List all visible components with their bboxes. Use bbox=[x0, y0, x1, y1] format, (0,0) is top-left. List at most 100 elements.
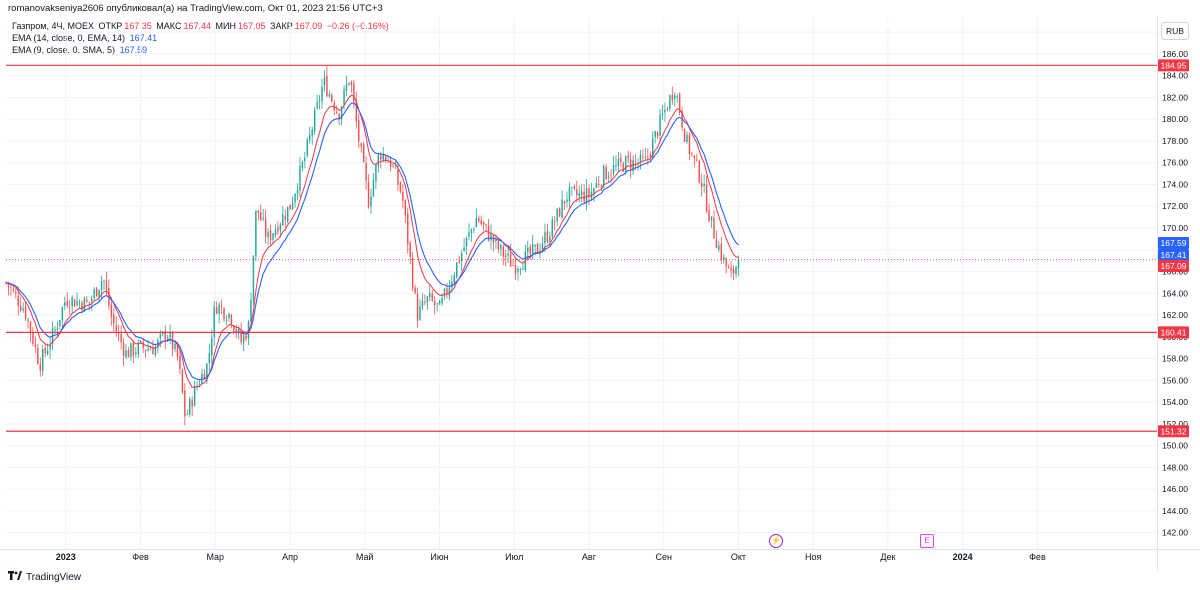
candle-body bbox=[468, 232, 470, 237]
candle-body bbox=[59, 319, 61, 327]
candle-body bbox=[257, 210, 260, 213]
high-value: 167.44 bbox=[183, 21, 211, 31]
candle-body bbox=[411, 257, 414, 288]
candle-body bbox=[211, 337, 213, 356]
candle-body bbox=[316, 102, 318, 108]
candle-body bbox=[360, 143, 362, 147]
candle-body bbox=[340, 106, 343, 120]
publisher-caption: romanovakseniya2606 опубликовал(а) на Tr… bbox=[8, 3, 383, 14]
candle-body bbox=[355, 100, 358, 122]
candle-body bbox=[264, 218, 267, 237]
y-tick-label: 180.00 bbox=[1162, 114, 1188, 124]
candle-body bbox=[495, 238, 497, 242]
candle-body bbox=[436, 303, 438, 305]
x-tick-label: Дек bbox=[880, 552, 895, 562]
candle-body bbox=[544, 232, 546, 243]
candle-body bbox=[384, 155, 387, 162]
candle-body bbox=[353, 83, 355, 102]
currency-button[interactable]: RUB bbox=[1161, 22, 1189, 40]
candle-body bbox=[91, 298, 93, 302]
price-badge-label: 167.09 bbox=[1161, 261, 1187, 271]
candle-body bbox=[424, 302, 426, 304]
candle-body bbox=[414, 287, 416, 293]
candle-body bbox=[558, 208, 561, 217]
candle-body bbox=[169, 332, 171, 338]
candle-body bbox=[313, 109, 316, 132]
candle-body bbox=[585, 188, 588, 204]
candle-body bbox=[83, 298, 86, 312]
candle-body bbox=[233, 325, 235, 331]
ema14-value: 167.41 bbox=[129, 33, 158, 43]
candle-body bbox=[122, 342, 125, 357]
candle-body bbox=[174, 343, 176, 350]
level-badge-label: 151.32 bbox=[1161, 426, 1187, 436]
ema14-legend[interactable]: EMA (14, close, 0, EMA, 14) 167.41 bbox=[12, 33, 159, 43]
earnings-icon[interactable]: E bbox=[920, 534, 934, 548]
ema9-legend[interactable]: EMA (9, close, 0, SMA, 5) 167.59 bbox=[12, 45, 149, 55]
candle-body bbox=[607, 176, 610, 178]
y-tick-label: 154.00 bbox=[1162, 397, 1188, 407]
candle-body bbox=[710, 216, 713, 220]
candle-body bbox=[573, 185, 576, 189]
candle-body bbox=[5, 282, 7, 283]
candle-body bbox=[206, 363, 208, 382]
candle-body bbox=[620, 157, 622, 162]
candle-body bbox=[367, 182, 370, 208]
candle-body bbox=[556, 208, 558, 222]
candle-body bbox=[718, 245, 720, 250]
candle-body bbox=[610, 174, 612, 176]
y-tick-label: 176.00 bbox=[1162, 158, 1188, 168]
candle-body bbox=[213, 306, 215, 337]
x-tick-label: Окт bbox=[731, 552, 746, 562]
candle-body bbox=[19, 306, 22, 311]
candle-body bbox=[343, 89, 345, 105]
close-label: ЗАКР bbox=[270, 21, 293, 31]
ema9-label: EMA (9, close, 0, SMA, 5) bbox=[12, 45, 116, 55]
y-tick-label: 186.00 bbox=[1162, 49, 1188, 59]
candle-body bbox=[625, 156, 627, 174]
candle-body bbox=[115, 325, 117, 332]
level-badge-label: 160.41 bbox=[1161, 327, 1187, 337]
candle-body bbox=[66, 301, 68, 306]
candle-body bbox=[100, 280, 103, 291]
candle-body bbox=[147, 348, 149, 351]
candle-body bbox=[228, 313, 230, 319]
candle-body bbox=[277, 227, 279, 233]
candle-body bbox=[482, 221, 485, 225]
candle-body bbox=[539, 250, 541, 252]
candle-body bbox=[629, 159, 632, 170]
ohlc-legend[interactable]: Газпром, 4Ч, MOEX ОТКР 167.35 МАКС 167.44 … bbox=[12, 21, 391, 31]
open-label: ОТКР bbox=[98, 21, 123, 31]
candle-body bbox=[534, 244, 536, 247]
candle-body bbox=[605, 167, 607, 180]
candle-body bbox=[713, 217, 715, 239]
tradingview-logo[interactable]: TradingView bbox=[8, 571, 81, 583]
ema14-line bbox=[5, 102, 739, 381]
candle-body bbox=[463, 247, 465, 251]
candle-body bbox=[568, 187, 571, 202]
candle-body bbox=[615, 165, 617, 167]
candle-body bbox=[561, 199, 563, 218]
change-value: −0.26 (−0.16%) bbox=[326, 21, 389, 31]
candle-body bbox=[639, 154, 642, 163]
symbol-name[interactable]: Газпром, 4Ч, MOEX bbox=[12, 21, 94, 31]
candle-body bbox=[563, 200, 566, 204]
candle-body bbox=[693, 155, 696, 159]
candle-body bbox=[485, 224, 487, 225]
candle-body bbox=[282, 214, 284, 226]
candle-body bbox=[500, 244, 502, 249]
low-label: МИН bbox=[215, 21, 236, 31]
candle-body bbox=[10, 287, 12, 289]
candle-body bbox=[546, 231, 549, 242]
candle-body bbox=[399, 182, 402, 192]
price-chart[interactable]: 142.00 144.00 146.00 148.00 150.00 152.00 154.… bbox=[0, 16, 1200, 570]
candle-body bbox=[394, 167, 397, 169]
candle-body bbox=[328, 94, 331, 97]
candle-body bbox=[678, 94, 681, 113]
y-tick-label: 174.00 bbox=[1162, 179, 1188, 189]
tv-logo-icon bbox=[8, 571, 22, 583]
candle-body bbox=[578, 193, 580, 197]
candle-body bbox=[465, 237, 468, 247]
lightning-icon[interactable]: ⚡ bbox=[769, 534, 783, 548]
y-tick-label: 152.00 bbox=[1162, 419, 1188, 429]
